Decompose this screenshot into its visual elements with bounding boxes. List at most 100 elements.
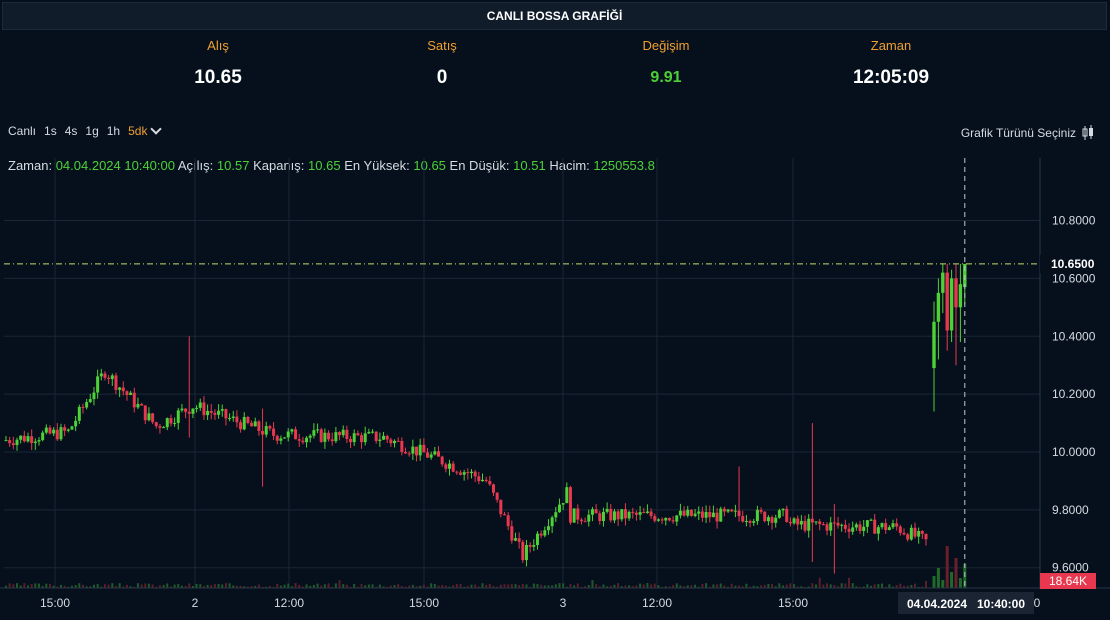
candle-body (268, 426, 272, 429)
candle-body (396, 440, 400, 442)
volume-bar (613, 584, 616, 588)
volume-bar (136, 583, 139, 588)
candle-body (744, 520, 748, 522)
interval-1s[interactable]: 1s (44, 124, 57, 138)
volume-bar (793, 584, 796, 588)
volume-bar (866, 584, 869, 588)
volume-bar (895, 585, 898, 588)
candle-body (785, 508, 789, 522)
y-tick-label: 10.0000 (1052, 445, 1096, 459)
candle-body (129, 392, 133, 395)
volume-bar (778, 583, 781, 588)
candle-body (162, 427, 166, 429)
candle-body (825, 524, 829, 531)
candle-body (4, 440, 8, 442)
volume-bar (268, 585, 271, 588)
candle-body (521, 541, 525, 561)
candle-body (660, 519, 664, 521)
volume-bar (609, 585, 612, 588)
volume-bar (602, 584, 605, 588)
candle-body (554, 512, 558, 518)
candle-body (206, 410, 210, 416)
quote-change-value: 9.91 (650, 69, 682, 86)
candle-body (524, 544, 528, 561)
volume-bar (675, 583, 678, 588)
interval-1h[interactable]: 1h (106, 124, 121, 138)
candle-body (30, 436, 34, 444)
volume-bar (870, 585, 873, 588)
candle-body (821, 524, 825, 526)
volume-bar (140, 584, 143, 588)
volume-bar (719, 583, 722, 588)
volume-bar (441, 584, 444, 588)
volume-bar (712, 584, 715, 588)
volume-bar (892, 586, 895, 588)
candle-body (733, 510, 737, 512)
volume-bar (624, 585, 627, 588)
interval-1g[interactable]: 1g (85, 124, 99, 138)
interval-live[interactable]: Canlı (8, 124, 37, 138)
volume-bar (367, 584, 370, 588)
interval-4s[interactable]: 4s (64, 124, 78, 138)
volume-bar (963, 564, 967, 588)
candle-body (338, 432, 342, 436)
candle-body (902, 532, 906, 535)
candle-body (327, 432, 331, 440)
candle-body (631, 511, 635, 513)
last-price-label: 10.6500 (1051, 257, 1095, 271)
candle-body (623, 509, 627, 519)
candle-body (264, 426, 268, 435)
volume-bar (514, 584, 517, 588)
volume-bar (26, 585, 29, 588)
volume-bar (30, 584, 33, 588)
candle-body (294, 429, 298, 440)
ohlc-open-label: Açılış: (177, 158, 214, 173)
volume-bar (89, 586, 92, 588)
candle-body (301, 440, 305, 443)
volume-bar (15, 583, 18, 588)
candle-body (704, 512, 708, 518)
volume-bar (749, 586, 752, 588)
candle-body (22, 435, 26, 442)
volume-bar (507, 584, 510, 588)
candle-body (517, 538, 521, 542)
candle-body (209, 410, 213, 413)
candle-body (151, 413, 155, 423)
volume-bar (279, 585, 282, 588)
volume-bar (466, 586, 469, 588)
candle-body (220, 409, 224, 411)
volume-bar (503, 584, 506, 588)
ohlc-info-bar: Zaman: 04.04.2024 10:40:00 Açılış: 10.57… (8, 158, 655, 173)
candle-body (448, 463, 452, 469)
volume-bar (199, 584, 202, 588)
candle-body (898, 526, 902, 533)
volume-bar (925, 580, 927, 588)
volume-bar (70, 585, 73, 588)
volume-bar (686, 585, 689, 588)
candle-body (19, 435, 23, 440)
chart-type-selector[interactable]: Grafik Türünü Seçiniz (961, 125, 1094, 141)
candle-body (250, 422, 254, 427)
candle-body (191, 408, 195, 414)
chevron-down-icon[interactable] (150, 123, 163, 135)
volume-bar (45, 583, 48, 588)
volume-bar (562, 583, 565, 588)
volume-bar (840, 583, 843, 588)
candle-body (74, 420, 78, 427)
volume-bar (873, 584, 876, 588)
quote-bid-label: Alış (207, 38, 229, 53)
volume-bar (921, 586, 924, 588)
candle-body (316, 429, 320, 431)
candle-body (92, 392, 96, 400)
volume-bar (433, 583, 436, 588)
candle-body (774, 517, 778, 523)
volume-bar (411, 584, 414, 588)
candle-body (147, 413, 151, 421)
candle-body (700, 511, 704, 518)
candle-body (587, 514, 591, 522)
volume-bar (657, 585, 660, 588)
volume-bar (653, 583, 656, 588)
volume-bar (114, 586, 117, 588)
interval-5dk[interactable]: 5dk (128, 124, 148, 138)
